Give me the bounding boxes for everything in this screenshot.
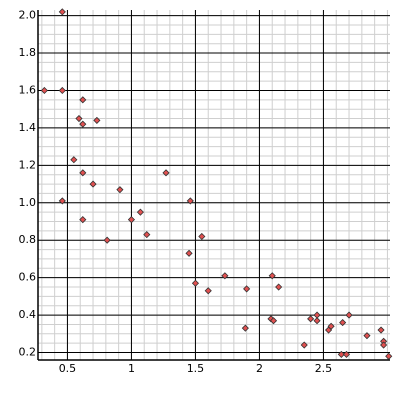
point bbox=[186, 197, 194, 205]
point bbox=[268, 272, 276, 280]
point bbox=[58, 197, 66, 205]
point bbox=[136, 208, 144, 216]
point bbox=[337, 350, 345, 358]
x-tick-label: 2.5 bbox=[315, 362, 333, 375]
point bbox=[221, 272, 229, 280]
point bbox=[345, 311, 353, 319]
point bbox=[339, 319, 347, 327]
point bbox=[40, 86, 48, 95]
point bbox=[143, 231, 151, 239]
point bbox=[79, 216, 87, 224]
point bbox=[363, 332, 371, 340]
y-tick-label: 0.2 bbox=[19, 346, 37, 359]
point bbox=[93, 116, 101, 124]
y-tick-label: 1.8 bbox=[19, 46, 37, 59]
y-tick-label: 2.0 bbox=[19, 9, 37, 22]
y-tick-label: 0.4 bbox=[19, 308, 37, 321]
point bbox=[58, 8, 66, 16]
y-tick-label: 1.2 bbox=[19, 158, 37, 171]
point bbox=[241, 324, 249, 332]
point bbox=[127, 216, 136, 224]
point bbox=[79, 96, 87, 104]
y-tick-label: 1.0 bbox=[19, 196, 37, 209]
point bbox=[162, 169, 170, 177]
point bbox=[380, 341, 388, 349]
point bbox=[313, 311, 321, 319]
x-tick-label: 1 bbox=[128, 362, 135, 375]
y-tick-label: 0.6 bbox=[19, 271, 37, 284]
point bbox=[79, 169, 87, 177]
point bbox=[191, 279, 200, 287]
point bbox=[70, 156, 78, 164]
point bbox=[377, 326, 385, 334]
point bbox=[79, 120, 87, 128]
point bbox=[300, 341, 308, 349]
point bbox=[327, 322, 335, 330]
point bbox=[58, 86, 66, 95]
y-tick-label: 1.4 bbox=[19, 121, 37, 134]
x-tick-label: 1.5 bbox=[187, 362, 205, 375]
point bbox=[243, 285, 251, 293]
point bbox=[342, 350, 351, 358]
x-tick-label: 0.5 bbox=[59, 362, 77, 375]
point bbox=[198, 232, 206, 241]
point bbox=[307, 315, 315, 323]
point bbox=[75, 114, 83, 123]
point bbox=[89, 180, 97, 188]
point bbox=[275, 283, 283, 291]
y-tick-label: 0.8 bbox=[19, 233, 37, 246]
point bbox=[385, 352, 393, 360]
point bbox=[185, 249, 193, 257]
x-tick-label: 2 bbox=[256, 362, 263, 375]
y-tick-label: 1.6 bbox=[19, 83, 37, 96]
point bbox=[116, 186, 124, 194]
point bbox=[103, 236, 111, 244]
point bbox=[269, 317, 278, 325]
point bbox=[204, 287, 212, 295]
point bbox=[313, 317, 321, 325]
